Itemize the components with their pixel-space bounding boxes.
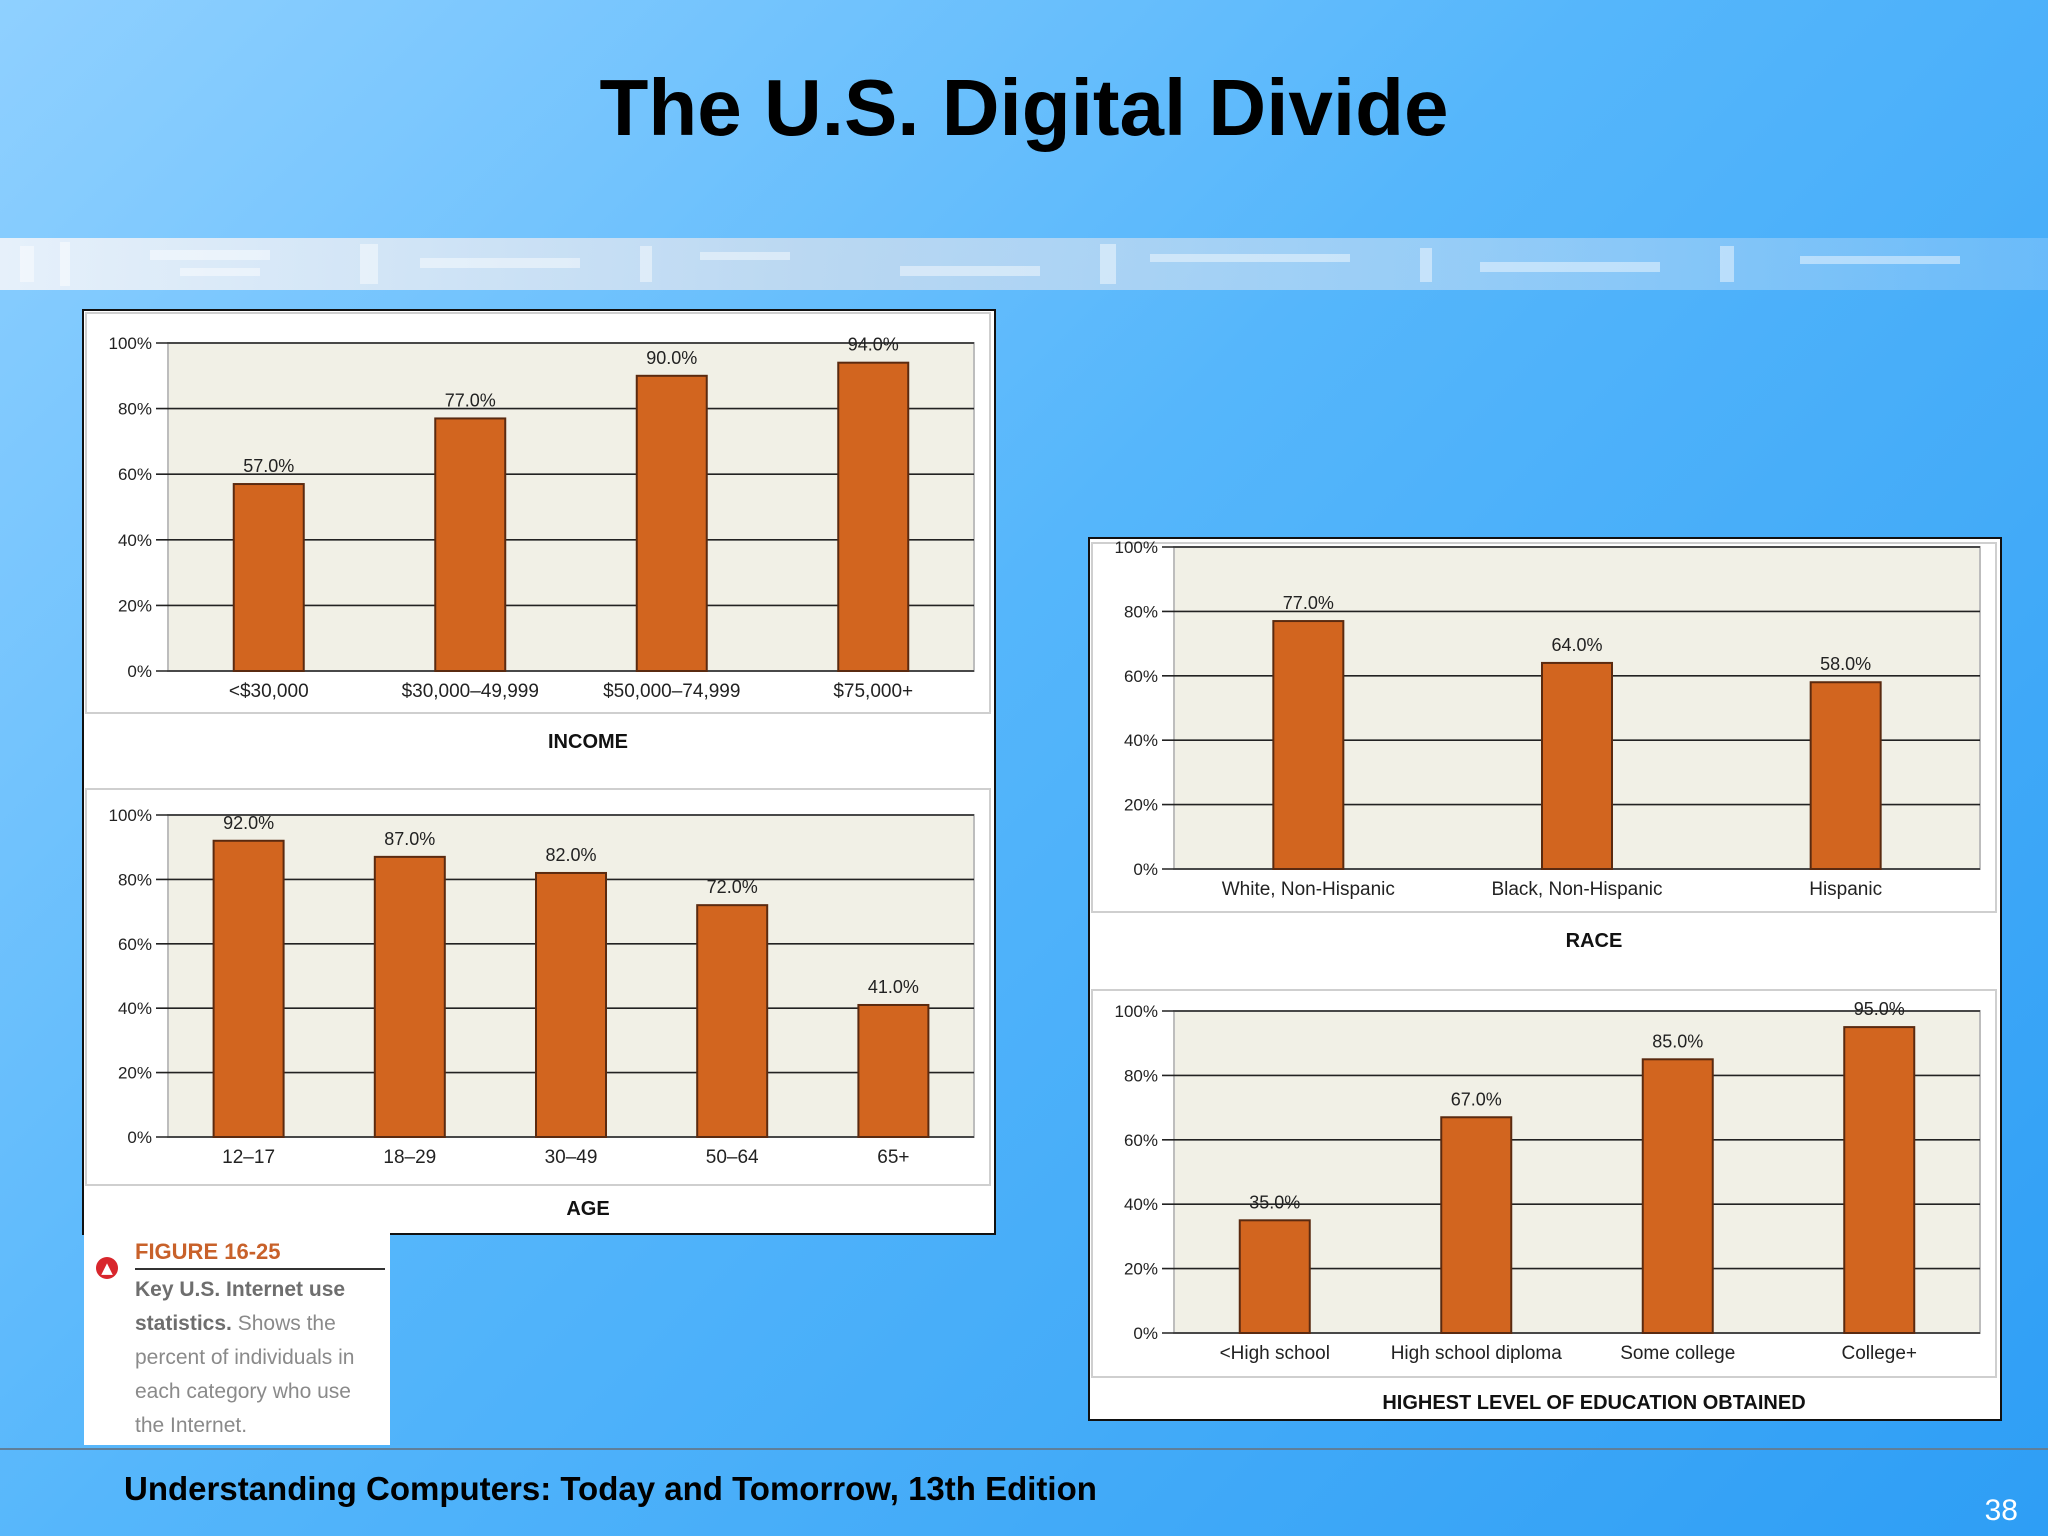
bar bbox=[635, 374, 708, 673]
chart-2: 0% 20% 40% 60% 80% 100% 77.0% White, Non-Hispan… bbox=[1091, 539, 1997, 952]
y-tick-label: 0% bbox=[127, 662, 152, 681]
x-tick-label: 50–64 bbox=[706, 1147, 759, 1168]
x-tick-label: Hispanic bbox=[1809, 879, 1882, 900]
x-axis-label: INCOME bbox=[548, 731, 628, 753]
y-tick-label: 100% bbox=[109, 806, 152, 825]
decorative-band bbox=[0, 238, 2048, 290]
y-tick-label: 80% bbox=[1124, 1066, 1158, 1085]
y-tick-label: 60% bbox=[118, 465, 152, 484]
y-tick-label: 80% bbox=[118, 400, 152, 419]
data-label: 95.0% bbox=[1854, 999, 1905, 1019]
publisher-logo-icon: ▲ bbox=[96, 1257, 118, 1279]
caption-rule bbox=[135, 1268, 385, 1270]
bar bbox=[373, 855, 446, 1138]
bar bbox=[1641, 1058, 1714, 1334]
x-tick-label: Some college bbox=[1620, 1343, 1735, 1364]
x-tick-label: <High school bbox=[1220, 1343, 1330, 1364]
footer-divider bbox=[0, 1448, 2048, 1450]
caption-text: Key U.S. Internet use statistics. Shows … bbox=[135, 1273, 385, 1443]
data-label: 90.0% bbox=[646, 348, 697, 368]
data-label: 67.0% bbox=[1451, 1089, 1502, 1109]
chart-1: 0% 20% 40% 60% 80% 100% 92.0% 12–17 87.0% 18–29 82… bbox=[85, 788, 991, 1220]
bar bbox=[434, 417, 507, 672]
x-tick-label: 12–17 bbox=[222, 1147, 275, 1168]
y-tick-label: 0% bbox=[1133, 1324, 1158, 1343]
y-tick-label: 60% bbox=[1124, 667, 1158, 686]
data-label: 94.0% bbox=[848, 335, 899, 355]
y-tick-label: 20% bbox=[1124, 1260, 1158, 1279]
y-tick-label: 40% bbox=[118, 999, 152, 1018]
bar bbox=[696, 904, 769, 1138]
chart-0: 0% 20% 40% 60% 80% 100% 57.0% <$30,000 77.0% $30,… bbox=[85, 312, 991, 753]
y-tick-label: 20% bbox=[118, 1064, 152, 1083]
bar bbox=[1440, 1116, 1513, 1335]
chart-3: 0% 20% 40% 60% 80% 100% 35.0% <High school 67.0%… bbox=[1091, 989, 1997, 1414]
y-tick-label: 20% bbox=[1124, 796, 1158, 815]
bar bbox=[232, 483, 305, 672]
y-tick-label: 100% bbox=[1115, 1002, 1158, 1021]
data-label: 57.0% bbox=[243, 456, 294, 476]
data-label: 77.0% bbox=[1283, 593, 1334, 613]
x-tick-label: $50,000–74,999 bbox=[603, 681, 740, 702]
bar bbox=[837, 361, 910, 673]
x-tick-label: $75,000+ bbox=[833, 681, 913, 702]
y-tick-label: 0% bbox=[1133, 860, 1158, 879]
data-label: 41.0% bbox=[868, 977, 919, 997]
page-number: 38 bbox=[1984, 1494, 2018, 1527]
x-tick-label: <$30,000 bbox=[229, 681, 309, 702]
x-tick-label: 65+ bbox=[877, 1147, 909, 1168]
data-label: 77.0% bbox=[445, 390, 496, 410]
y-tick-label: 40% bbox=[118, 531, 152, 550]
data-label: 64.0% bbox=[1551, 635, 1602, 655]
slide-title: The U.S. Digital Divide bbox=[599, 63, 1449, 152]
x-tick-label: White, Non-Hispanic bbox=[1222, 879, 1395, 900]
bar bbox=[1272, 620, 1345, 870]
caption-bold: Key U.S. Internet use statistics. bbox=[135, 1278, 346, 1335]
y-tick-label: 40% bbox=[1124, 731, 1158, 750]
y-tick-label: 80% bbox=[1124, 602, 1158, 621]
data-label: 58.0% bbox=[1820, 654, 1871, 674]
footer-text: Understanding Computers: Today and Tomor… bbox=[124, 1470, 1097, 1507]
data-label: 85.0% bbox=[1652, 1031, 1703, 1051]
bar bbox=[857, 1003, 930, 1138]
caption-rest: Shows the percent of individuals in each… bbox=[135, 1312, 355, 1437]
y-tick-label: 60% bbox=[118, 935, 152, 954]
x-tick-label: High school diploma bbox=[1391, 1343, 1563, 1364]
x-tick-label: $30,000–49,999 bbox=[402, 681, 539, 702]
data-label: 82.0% bbox=[545, 845, 596, 865]
data-label: 92.0% bbox=[223, 813, 274, 833]
x-tick-label: Black, Non-Hispanic bbox=[1491, 879, 1662, 900]
bar bbox=[1238, 1219, 1311, 1334]
y-tick-label: 100% bbox=[109, 334, 152, 353]
data-label: 72.0% bbox=[707, 877, 758, 897]
y-tick-label: 40% bbox=[1124, 1195, 1158, 1214]
bar bbox=[1843, 1026, 1916, 1334]
figure-label: FIGURE 16-25 bbox=[135, 1239, 281, 1264]
data-label: 35.0% bbox=[1249, 1192, 1300, 1212]
y-tick-label: 80% bbox=[118, 870, 152, 889]
data-label: 87.0% bbox=[384, 829, 435, 849]
circuit-pattern bbox=[20, 242, 1960, 286]
x-tick-label: 18–29 bbox=[383, 1147, 436, 1168]
y-tick-label: 20% bbox=[118, 596, 152, 615]
y-tick-label: 60% bbox=[1124, 1131, 1158, 1150]
y-tick-label: 0% bbox=[127, 1128, 152, 1147]
bar bbox=[1541, 661, 1613, 870]
x-axis-label: RACE bbox=[1566, 930, 1623, 952]
figure-caption: ▲ FIGURE 16-25 Key U.S. Internet use sta… bbox=[84, 1233, 390, 1445]
y-tick-label: 100% bbox=[1115, 539, 1158, 557]
x-tick-label: 30–49 bbox=[545, 1147, 598, 1168]
bar bbox=[212, 839, 285, 1138]
right-figure-panel: 0% 20% 40% 60% 80% 100% 77.0% White, Non-Hispan… bbox=[1088, 537, 2002, 1421]
bar bbox=[1809, 681, 1882, 870]
x-axis-label: HIGHEST LEVEL OF EDUCATION OBTAINED bbox=[1382, 1392, 1805, 1414]
left-figure-panel: 0% 20% 40% 60% 80% 100% 57.0% <$30,000 77.0% $30,… bbox=[82, 309, 996, 1235]
x-axis-label: AGE bbox=[566, 1198, 609, 1220]
bar bbox=[535, 871, 607, 1139]
x-tick-label: College+ bbox=[1841, 1343, 1917, 1364]
